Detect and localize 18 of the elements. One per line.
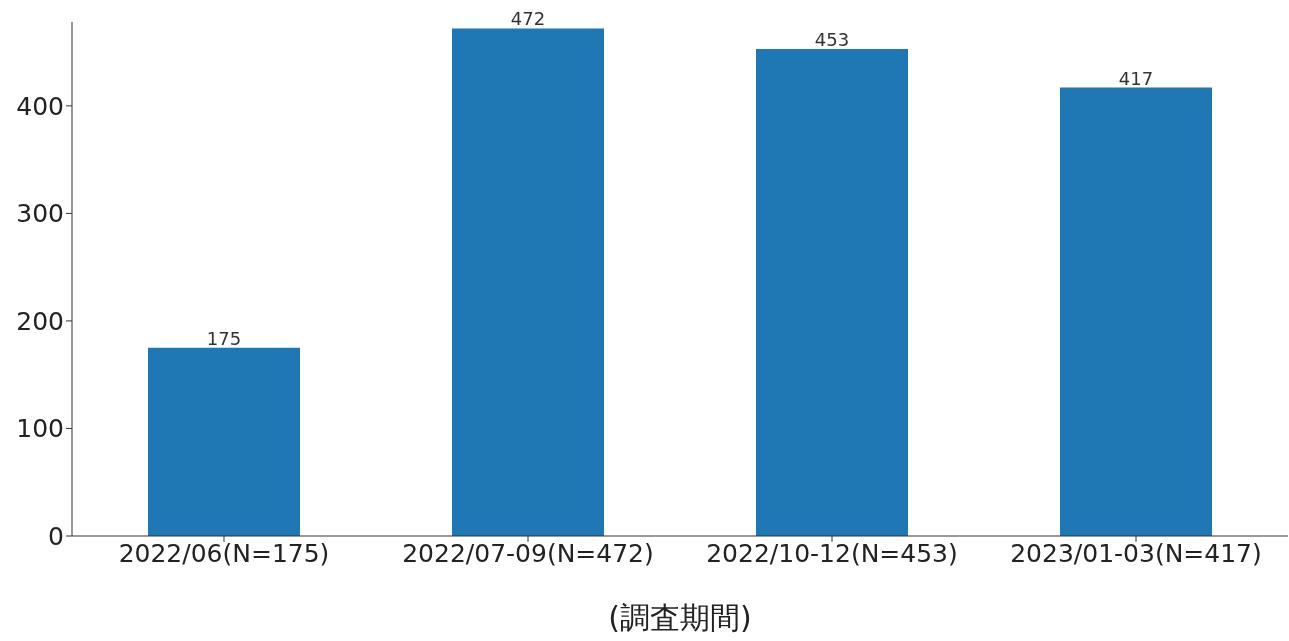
y-tick-label: 200 — [16, 306, 64, 336]
x-tick-label: 2022/10-12(N=453) — [706, 538, 958, 568]
data-label: 417 — [1118, 67, 1154, 89]
data-label: 453 — [814, 28, 850, 50]
x-tick-label: 2022/06(N=175) — [118, 538, 330, 568]
x-axis-title: (調査期間) — [608, 600, 752, 635]
y-tick-label: 300 — [16, 199, 64, 229]
y-tick-label: 0 — [48, 521, 64, 551]
bar — [148, 347, 300, 536]
bar — [756, 48, 908, 536]
data-label: 175 — [206, 327, 242, 349]
bar — [1060, 87, 1212, 536]
x-tick-label: 2023/01-03(N=417) — [1010, 538, 1262, 568]
x-tick-label: 2022/07-09(N=472) — [402, 538, 654, 568]
data-label: 472 — [510, 8, 546, 30]
bar — [452, 28, 604, 536]
y-tick-label: 400 — [16, 91, 64, 121]
y-tick-label: 100 — [16, 414, 64, 444]
